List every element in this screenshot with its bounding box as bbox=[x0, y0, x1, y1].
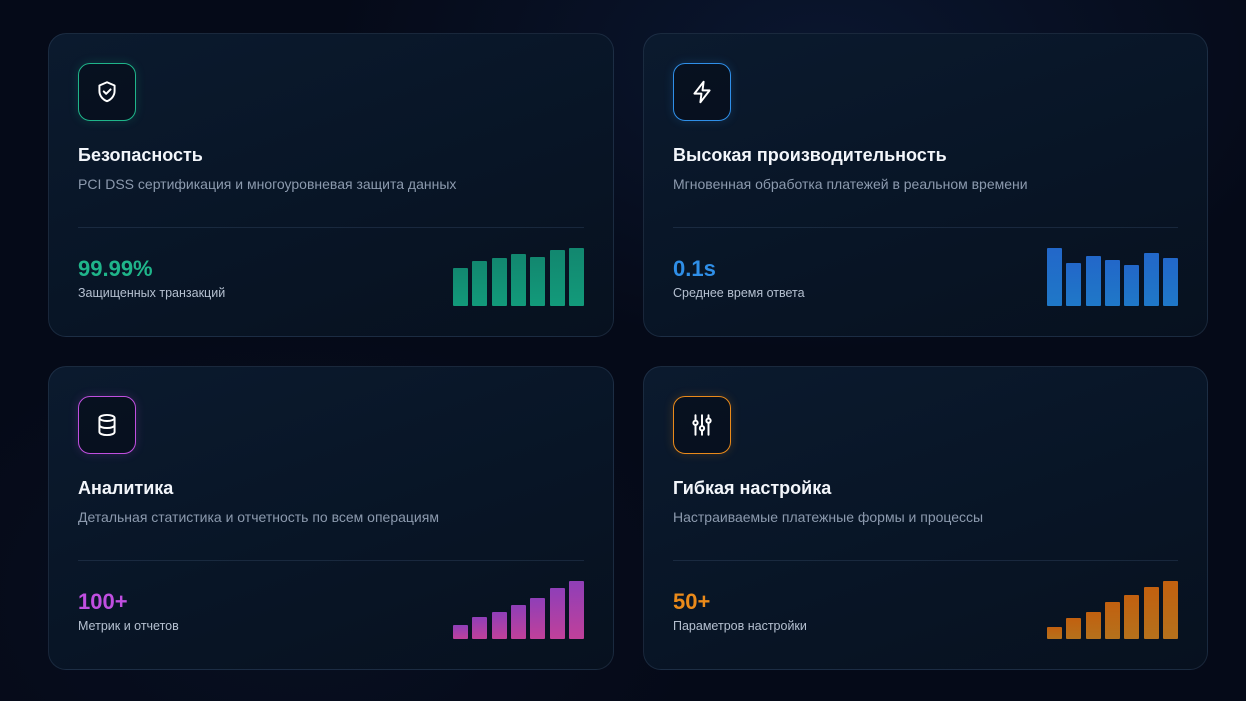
analytics-icon-box bbox=[78, 396, 136, 454]
mini-bar-chart bbox=[453, 244, 584, 306]
card-description: Детальная статистика и отчетность по все… bbox=[78, 509, 439, 525]
divider bbox=[78, 227, 584, 228]
chart-bar bbox=[510, 254, 526, 306]
chart-bar bbox=[491, 258, 507, 306]
card-title: Аналитика bbox=[78, 478, 174, 498]
chart-bar bbox=[1143, 253, 1159, 306]
chart-bar bbox=[472, 261, 488, 306]
mini-bar-chart bbox=[453, 577, 584, 639]
mini-bar-chart bbox=[1047, 244, 1178, 306]
feature-card-analytics: Аналитика Детальная статистика и отчетно… bbox=[48, 366, 614, 670]
stat-value: 50+ bbox=[673, 589, 711, 614]
stat-value: 99.99% bbox=[78, 256, 153, 281]
mini-bar-chart bbox=[1047, 577, 1178, 639]
card-title: Безопасность bbox=[78, 145, 203, 165]
sliders-icon bbox=[689, 412, 715, 438]
stat-value: 100+ bbox=[78, 589, 128, 614]
chart-bar bbox=[472, 617, 488, 639]
chart-bar bbox=[510, 605, 526, 639]
stat-value: 0.1s bbox=[673, 256, 716, 281]
chart-bar bbox=[491, 612, 507, 639]
chart-bar bbox=[568, 581, 584, 639]
chart-bar bbox=[453, 625, 468, 639]
security-icon-box bbox=[78, 63, 136, 121]
chart-bar bbox=[1104, 260, 1120, 306]
chart-bar bbox=[1143, 587, 1159, 639]
card-description: PCI DSS сертификация и многоуровневая за… bbox=[78, 176, 457, 192]
stat-label: Среднее время ответа bbox=[673, 286, 805, 300]
features-grid: Безопасность PCI DSS сертификация и мног… bbox=[48, 33, 1208, 670]
feature-card-security: Безопасность PCI DSS сертификация и мног… bbox=[48, 33, 614, 337]
card-description: Настраиваемые платежные формы и процессы bbox=[673, 509, 984, 525]
chart-bar bbox=[549, 250, 565, 306]
stat-block: 0.1s Среднее время ответа bbox=[673, 256, 805, 301]
stat-label: Метрик и отчетов bbox=[78, 619, 179, 633]
chart-bar bbox=[1124, 265, 1140, 306]
stat-block: 99.99% Защищенных транзакций bbox=[78, 256, 225, 301]
stat-block: 50+ Параметров настройки bbox=[673, 589, 807, 634]
performance-icon-box bbox=[673, 63, 731, 121]
card-title: Гибкая настройка bbox=[673, 478, 832, 498]
feature-card-customization: Гибкая настройка Настраиваемые платежные… bbox=[643, 366, 1208, 670]
chart-bar bbox=[1085, 612, 1101, 639]
stat-block: 100+ Метрик и отчетов bbox=[78, 589, 179, 634]
chart-bar bbox=[1047, 627, 1062, 639]
feature-card-performance: Высокая производительность Мгновенная об… bbox=[643, 33, 1208, 337]
chart-bar bbox=[568, 248, 584, 306]
stat-label: Защищенных транзакций bbox=[78, 286, 226, 300]
divider bbox=[673, 227, 1178, 228]
chart-bar bbox=[1162, 258, 1178, 306]
stat-label: Параметров настройки bbox=[673, 619, 807, 633]
chart-bar bbox=[1104, 602, 1120, 639]
database-icon bbox=[94, 412, 120, 438]
chart-bar bbox=[1047, 248, 1062, 306]
divider bbox=[673, 560, 1178, 561]
chart-bar bbox=[1066, 618, 1082, 639]
chart-bar bbox=[1085, 256, 1101, 306]
divider bbox=[78, 560, 584, 561]
chart-bar bbox=[1124, 595, 1140, 639]
chart-bar bbox=[453, 268, 468, 306]
card-title: Высокая производительность bbox=[673, 145, 947, 165]
lightning-icon bbox=[689, 79, 715, 105]
chart-bar bbox=[1162, 581, 1178, 639]
chart-bar bbox=[530, 598, 546, 639]
customization-icon-box bbox=[673, 396, 731, 454]
chart-bar bbox=[549, 588, 565, 639]
card-description: Мгновенная обработка платежей в реальном… bbox=[673, 176, 1028, 192]
chart-bar bbox=[530, 257, 546, 306]
chart-bar bbox=[1066, 263, 1082, 306]
shield-check-icon bbox=[94, 79, 120, 105]
